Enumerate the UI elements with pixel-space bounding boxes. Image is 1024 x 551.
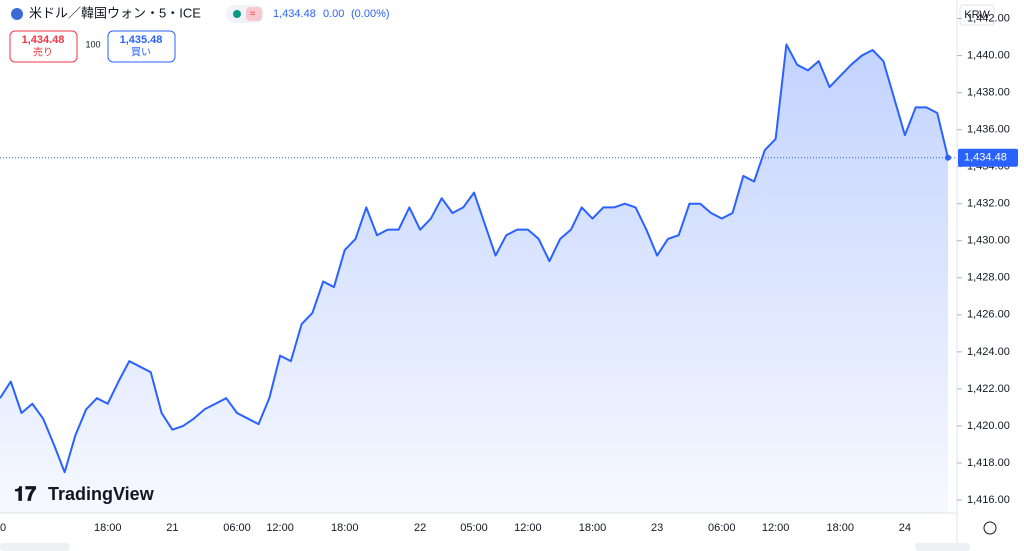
x-tick-label: 18:00 [827, 522, 855, 534]
settings-icon[interactable] [983, 521, 997, 535]
x-tick-label: 12:00 [266, 522, 294, 534]
flag-icon [11, 8, 23, 20]
logo: TradingView [48, 484, 155, 504]
buy-price: 1,435.48 [120, 34, 163, 46]
logo-mark: 𝟏𝟕 [14, 483, 36, 505]
sell-label: 売り [33, 46, 53, 59]
last-price-tag [958, 148, 1018, 167]
x-tick-label: 12:00 [514, 522, 542, 534]
area-fill [0, 44, 948, 513]
y-tick-label: 1,422.00 [967, 383, 1010, 395]
sell-price: 1,434.48 [22, 34, 65, 46]
scrollbar [0, 543, 70, 551]
x-tick-label: 22 [414, 522, 426, 534]
buy-label: 買い [131, 47, 151, 59]
y-tick-label: 1,428.00 [967, 272, 1010, 284]
change: 0.00 [323, 8, 344, 20]
header: 米ドル／韓国ウォン・5・ICE ≈ 1,434.48 0.00 (0.00%) … [0, 4, 997, 551]
change-pct: (0.00%) [351, 8, 390, 20]
y-tick-label: 1,442.00 [967, 12, 1010, 24]
x-tick-label: 06:00 [708, 522, 736, 534]
plot-area [0, 43, 957, 513]
x-tick-label: 18:00 [579, 522, 607, 534]
quantity: 100 [85, 39, 100, 49]
y-tick-label: 1,424.00 [967, 346, 1010, 358]
currency-button[interactable] [959, 4, 995, 26]
price: 1,434.48 [273, 8, 316, 20]
status-dot [233, 10, 241, 18]
x-tick-label: 06:00 [223, 522, 251, 534]
price-line [0, 43, 949, 474]
y-tick-label: 1,430.00 [967, 235, 1010, 247]
x-tick-label: 20 [0, 522, 6, 534]
scrollbar [915, 543, 970, 551]
y-tick-label: 1,436.00 [967, 124, 1010, 136]
x-tick-label: 24 [899, 522, 911, 534]
x-tick-label: 21 [166, 522, 178, 534]
status-icon: ≈ [250, 9, 256, 20]
y-tick-label: 1,432.00 [967, 198, 1010, 210]
x-tick-label: 18:00 [331, 522, 359, 534]
x-tick-label: 12:00 [762, 522, 790, 534]
y-tick-label: 1,440.00 [967, 49, 1010, 61]
last-price-label: 1,434.48 [964, 152, 1007, 164]
x-tick-label: 05:00 [460, 522, 488, 534]
sell-button[interactable] [9, 30, 78, 63]
y-tick-label: 1,416.00 [967, 494, 1010, 506]
last-point [945, 154, 951, 161]
currency: KRW [964, 9, 990, 21]
y-tick-label: 1,438.00 [967, 87, 1010, 99]
x-tick-label: 18:00 [94, 522, 122, 534]
symbol: 米ドル／韓国ウォン・5・ICE [29, 5, 201, 20]
y-tick-label: 1,418.00 [967, 457, 1010, 469]
buy-button[interactable] [107, 30, 176, 63]
y-tick-label: 1,420.00 [967, 420, 1010, 432]
x-tick-label: 23 [651, 522, 663, 534]
status-icon [246, 7, 262, 21]
y-tick-label: 1,426.00 [967, 309, 1010, 321]
